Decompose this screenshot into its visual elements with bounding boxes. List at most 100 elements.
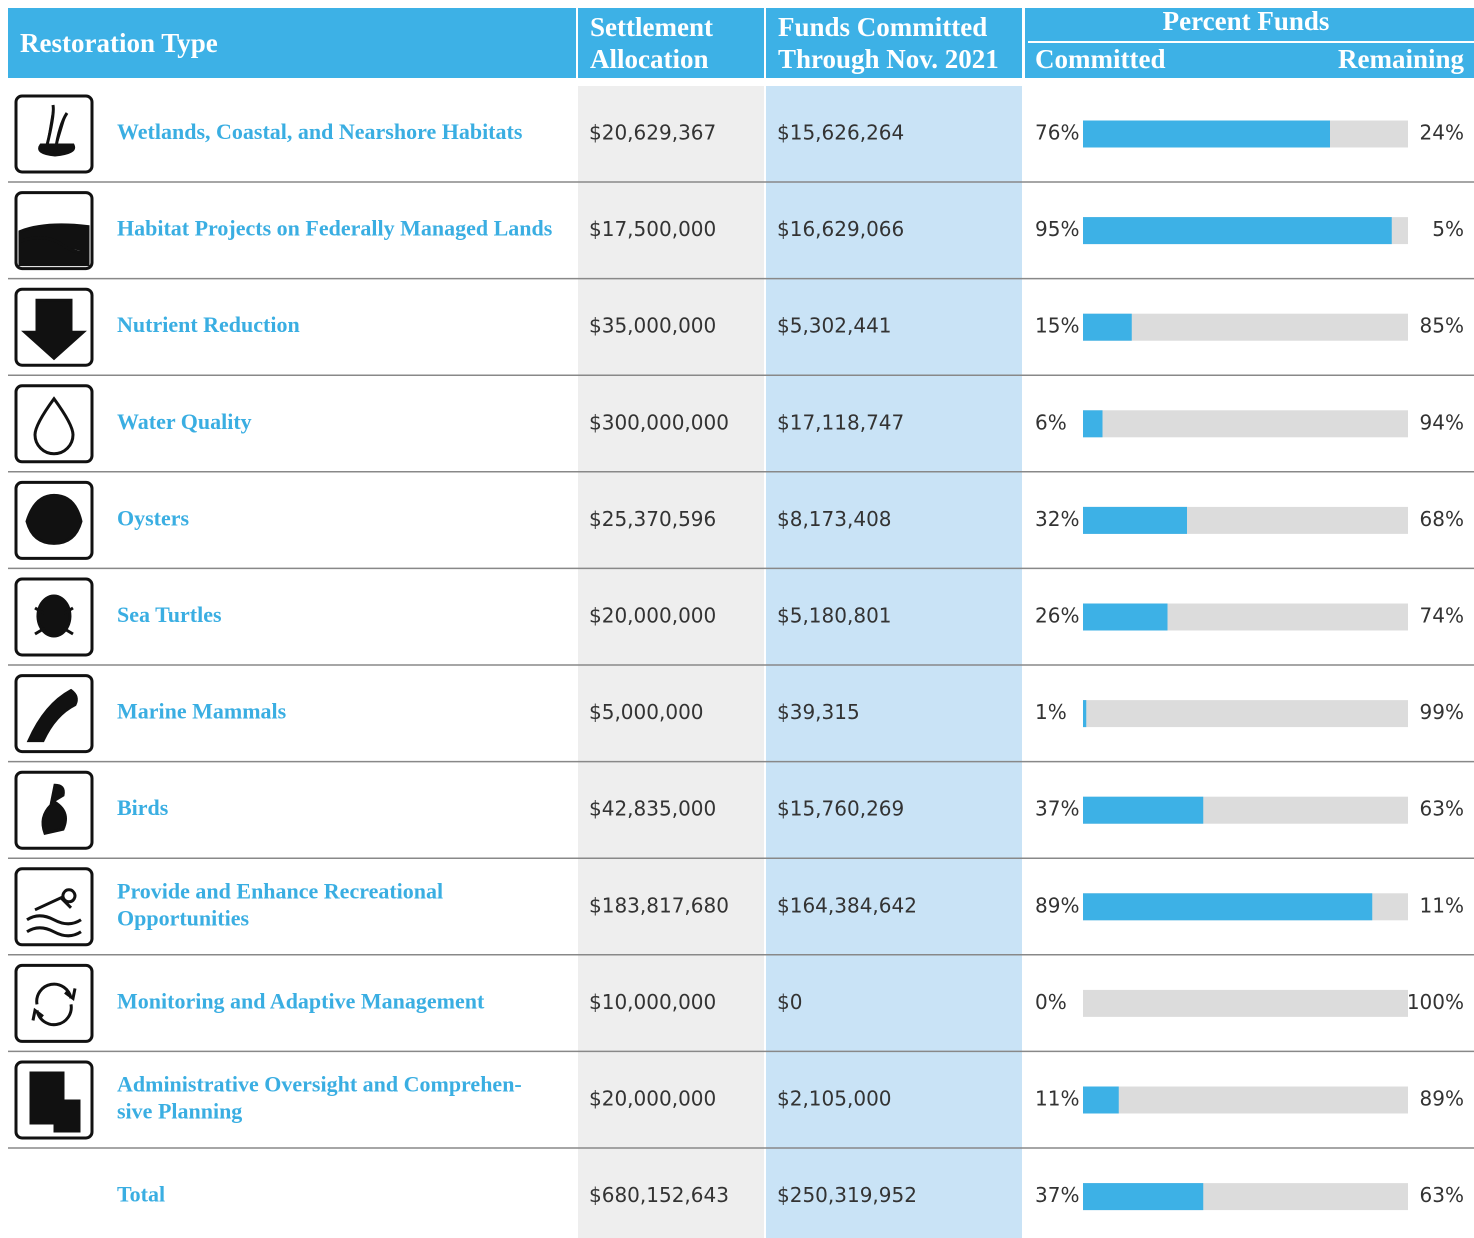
header-text: Allocation [590,44,709,74]
committed-funds: $15,626,264 [777,121,904,145]
percent-committed: 76% [1035,121,1079,145]
row-icon [14,94,94,174]
header-text: Funds Committed [778,12,987,42]
icon-glyph [18,223,90,267]
icon-glyph [25,493,83,545]
percent-committed: 95% [1035,217,1079,241]
restoration-type: Marine Mammals [117,699,287,724]
header-text: Percent Funds [1163,6,1330,36]
committed-bar [1083,313,1132,341]
percent-remaining: 85% [1420,314,1464,338]
restoration-type: Provide and Enhance Recreational [117,878,443,903]
icon-shape [18,223,90,267]
percent-remaining: 5% [1432,217,1464,241]
row-icon [14,384,94,464]
percent-committed: 37% [1035,797,1079,821]
committed-bar [1083,217,1392,245]
restoration-type: Oysters [117,505,190,530]
bar-track [1083,410,1408,438]
icon-shape [26,688,78,743]
committed-funds: $17,118,747 [777,410,904,434]
percent-remaining: 100% [1407,990,1464,1014]
bar-track [1083,1086,1408,1114]
icon-shape [29,1071,81,1133]
percent-committed: 1% [1035,700,1067,724]
icon-shape [41,783,67,835]
allocation: $20,000,000 [589,1087,716,1111]
header-cell [8,8,576,78]
percent-committed: 32% [1035,507,1079,531]
committed-funds: $2,105,000 [777,1087,892,1111]
allocation: $20,000,000 [589,604,716,628]
icon-glyph [26,888,82,938]
percent-remaining: 99% [1420,700,1464,724]
restoration-type: Sea Turtles [117,602,222,627]
committed-bar [1083,700,1087,728]
committed-funds: $39,315 [777,700,860,724]
restoration-type: Wetlands, Coastal, and Nearshore Habitat… [117,119,523,144]
committed-funds: $5,180,801 [777,604,892,628]
icon-shape [33,396,75,456]
restoration-type: Habitat Projects on Federally Managed La… [117,216,553,241]
committed-bar [1083,893,1373,921]
bar-track [1083,700,1408,728]
icon-glyph [34,594,74,638]
allocation: $25,370,596 [589,507,716,531]
icon-shape [31,982,77,1027]
restoration-type: Administrative Oversight and Comprehen- [117,1072,522,1097]
restoration-type: Nutrient Reduction [117,312,300,337]
header-text: Restoration Type [20,28,218,58]
allocation: $183,817,680 [589,893,729,917]
bar-track [1083,989,1408,1017]
committed-bar [1083,1183,1204,1211]
percent-remaining: 68% [1420,507,1464,531]
percent-committed: 0% [1035,990,1067,1014]
percent-remaining: 11% [1420,893,1464,917]
allocation: $17,500,000 [589,217,716,241]
header-text: Through Nov. 2021 [778,44,999,74]
percent-committed: 26% [1035,604,1079,628]
allocation: $20,629,367 [589,121,716,145]
restoration-type: Birds [117,795,169,820]
percent-committed: 6% [1035,410,1067,434]
committed-funds: $16,629,066 [777,217,904,241]
committed-bar [1083,796,1204,824]
committed-funds: $8,173,408 [777,507,892,531]
percent-committed: 11% [1035,1087,1079,1111]
percent-remaining: 94% [1420,410,1464,434]
committed-column [766,86,1022,1238]
header-text: Settlement [590,12,713,42]
restoration-type: sive Planning [117,1099,242,1124]
icon-glyph [41,783,67,835]
header-text: Remaining [1338,44,1465,74]
percent-committed: 15% [1035,314,1079,338]
committed-funds: $164,384,642 [777,893,917,917]
allocation: $35,000,000 [589,314,716,338]
percent-remaining: 24% [1420,121,1464,145]
icon-shape [21,298,87,361]
percent-committed: 89% [1035,893,1079,917]
row-icon [14,963,94,1043]
committed-funds: $15,760,269 [777,797,904,821]
icon-glyph [21,298,87,361]
icon-shape [25,493,83,545]
percent-remaining: 63% [1420,1183,1464,1207]
header-cell [578,8,764,78]
restoration-type: Water Quality [117,409,252,434]
header-cell [766,8,1022,78]
bar-track [1083,313,1408,341]
committed-bar [1083,410,1103,438]
committed-bar [1083,120,1330,148]
icon-glyph [29,1071,81,1133]
icon-shape [34,594,74,638]
allocation: $5,000,000 [589,700,704,724]
icon-glyph [26,688,78,743]
percent-remaining: 63% [1420,797,1464,821]
percent-remaining: 74% [1420,604,1464,628]
icon-shape [26,888,82,938]
allocation: $10,000,000 [589,990,716,1014]
committed-funds: $5,302,441 [777,314,892,338]
icon-shape [38,104,76,157]
row-icon [14,867,94,947]
